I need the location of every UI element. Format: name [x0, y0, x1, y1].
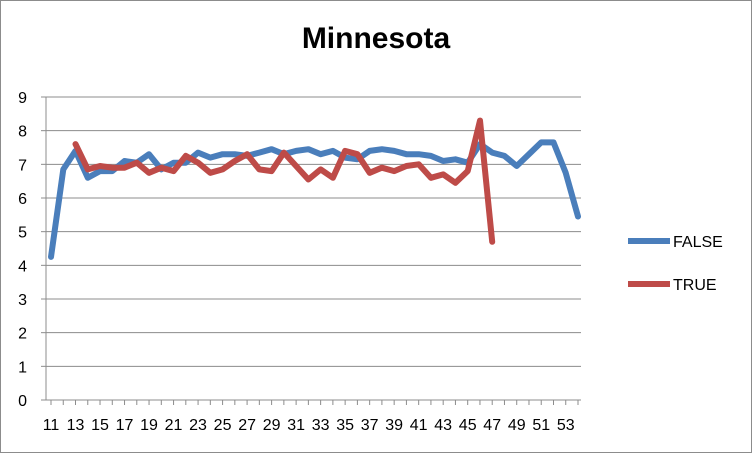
x-tick-label: 45: [459, 417, 477, 434]
y-tick-label: 8: [18, 124, 27, 141]
y-tick-label: 5: [18, 225, 27, 242]
x-tick-label: 11: [43, 417, 60, 434]
x-tick-label: 39: [385, 417, 403, 434]
x-tick-label: 35: [336, 417, 354, 434]
y-tick-label: 0: [18, 393, 27, 410]
y-tick-label: 3: [18, 292, 27, 309]
chart-title: Minnesota: [301, 22, 451, 55]
x-tick-label: 37: [361, 417, 379, 434]
series-line-false: [48, 139, 581, 260]
x-tick-label: 53: [557, 417, 575, 434]
y-tick-label: 6: [18, 191, 27, 208]
x-tick-label: 17: [116, 417, 134, 434]
x-axis-ticks: 11 13 15 17 19 21 23 25 27 29 31 33 35 37 39 41 43 45 47 49…: [43, 417, 575, 434]
x-tick-label: 19: [140, 417, 158, 434]
x-tick-label: 29: [263, 417, 281, 434]
x-tick-label: 33: [312, 417, 330, 434]
legend: FALSE TRUE: [628, 234, 723, 294]
legend-label-false: FALSE: [673, 234, 723, 251]
y-tick-label: 2: [18, 326, 27, 343]
x-tick-label: 25: [214, 417, 232, 434]
x-tick-label: 47: [483, 417, 501, 434]
x-tick-label: 43: [434, 417, 452, 434]
x-tick-label: 31: [287, 417, 305, 434]
x-tick-label: 13: [67, 417, 85, 434]
x-tick-label: 15: [91, 417, 109, 434]
gridlines: [41, 96, 581, 405]
y-tick-label: 9: [18, 90, 27, 107]
y-axis-ticks: 0 1 2 3 4 5 6 7 8 9: [18, 90, 27, 410]
x-tick-label: 51: [532, 417, 550, 434]
legend-label-true: TRUE: [673, 277, 717, 294]
x-tick-label: 23: [189, 417, 207, 434]
series-line-true: [72, 117, 496, 245]
y-tick-label: 1: [18, 359, 27, 376]
x-tick-label: 49: [508, 417, 526, 434]
x-tick-label: 27: [238, 417, 256, 434]
series-lines: [48, 117, 581, 260]
y-tick-label: 4: [18, 258, 27, 275]
x-tick-label: 41: [410, 417, 428, 434]
y-tick-label: 7: [18, 157, 27, 174]
x-tick-label: 21: [165, 417, 183, 434]
